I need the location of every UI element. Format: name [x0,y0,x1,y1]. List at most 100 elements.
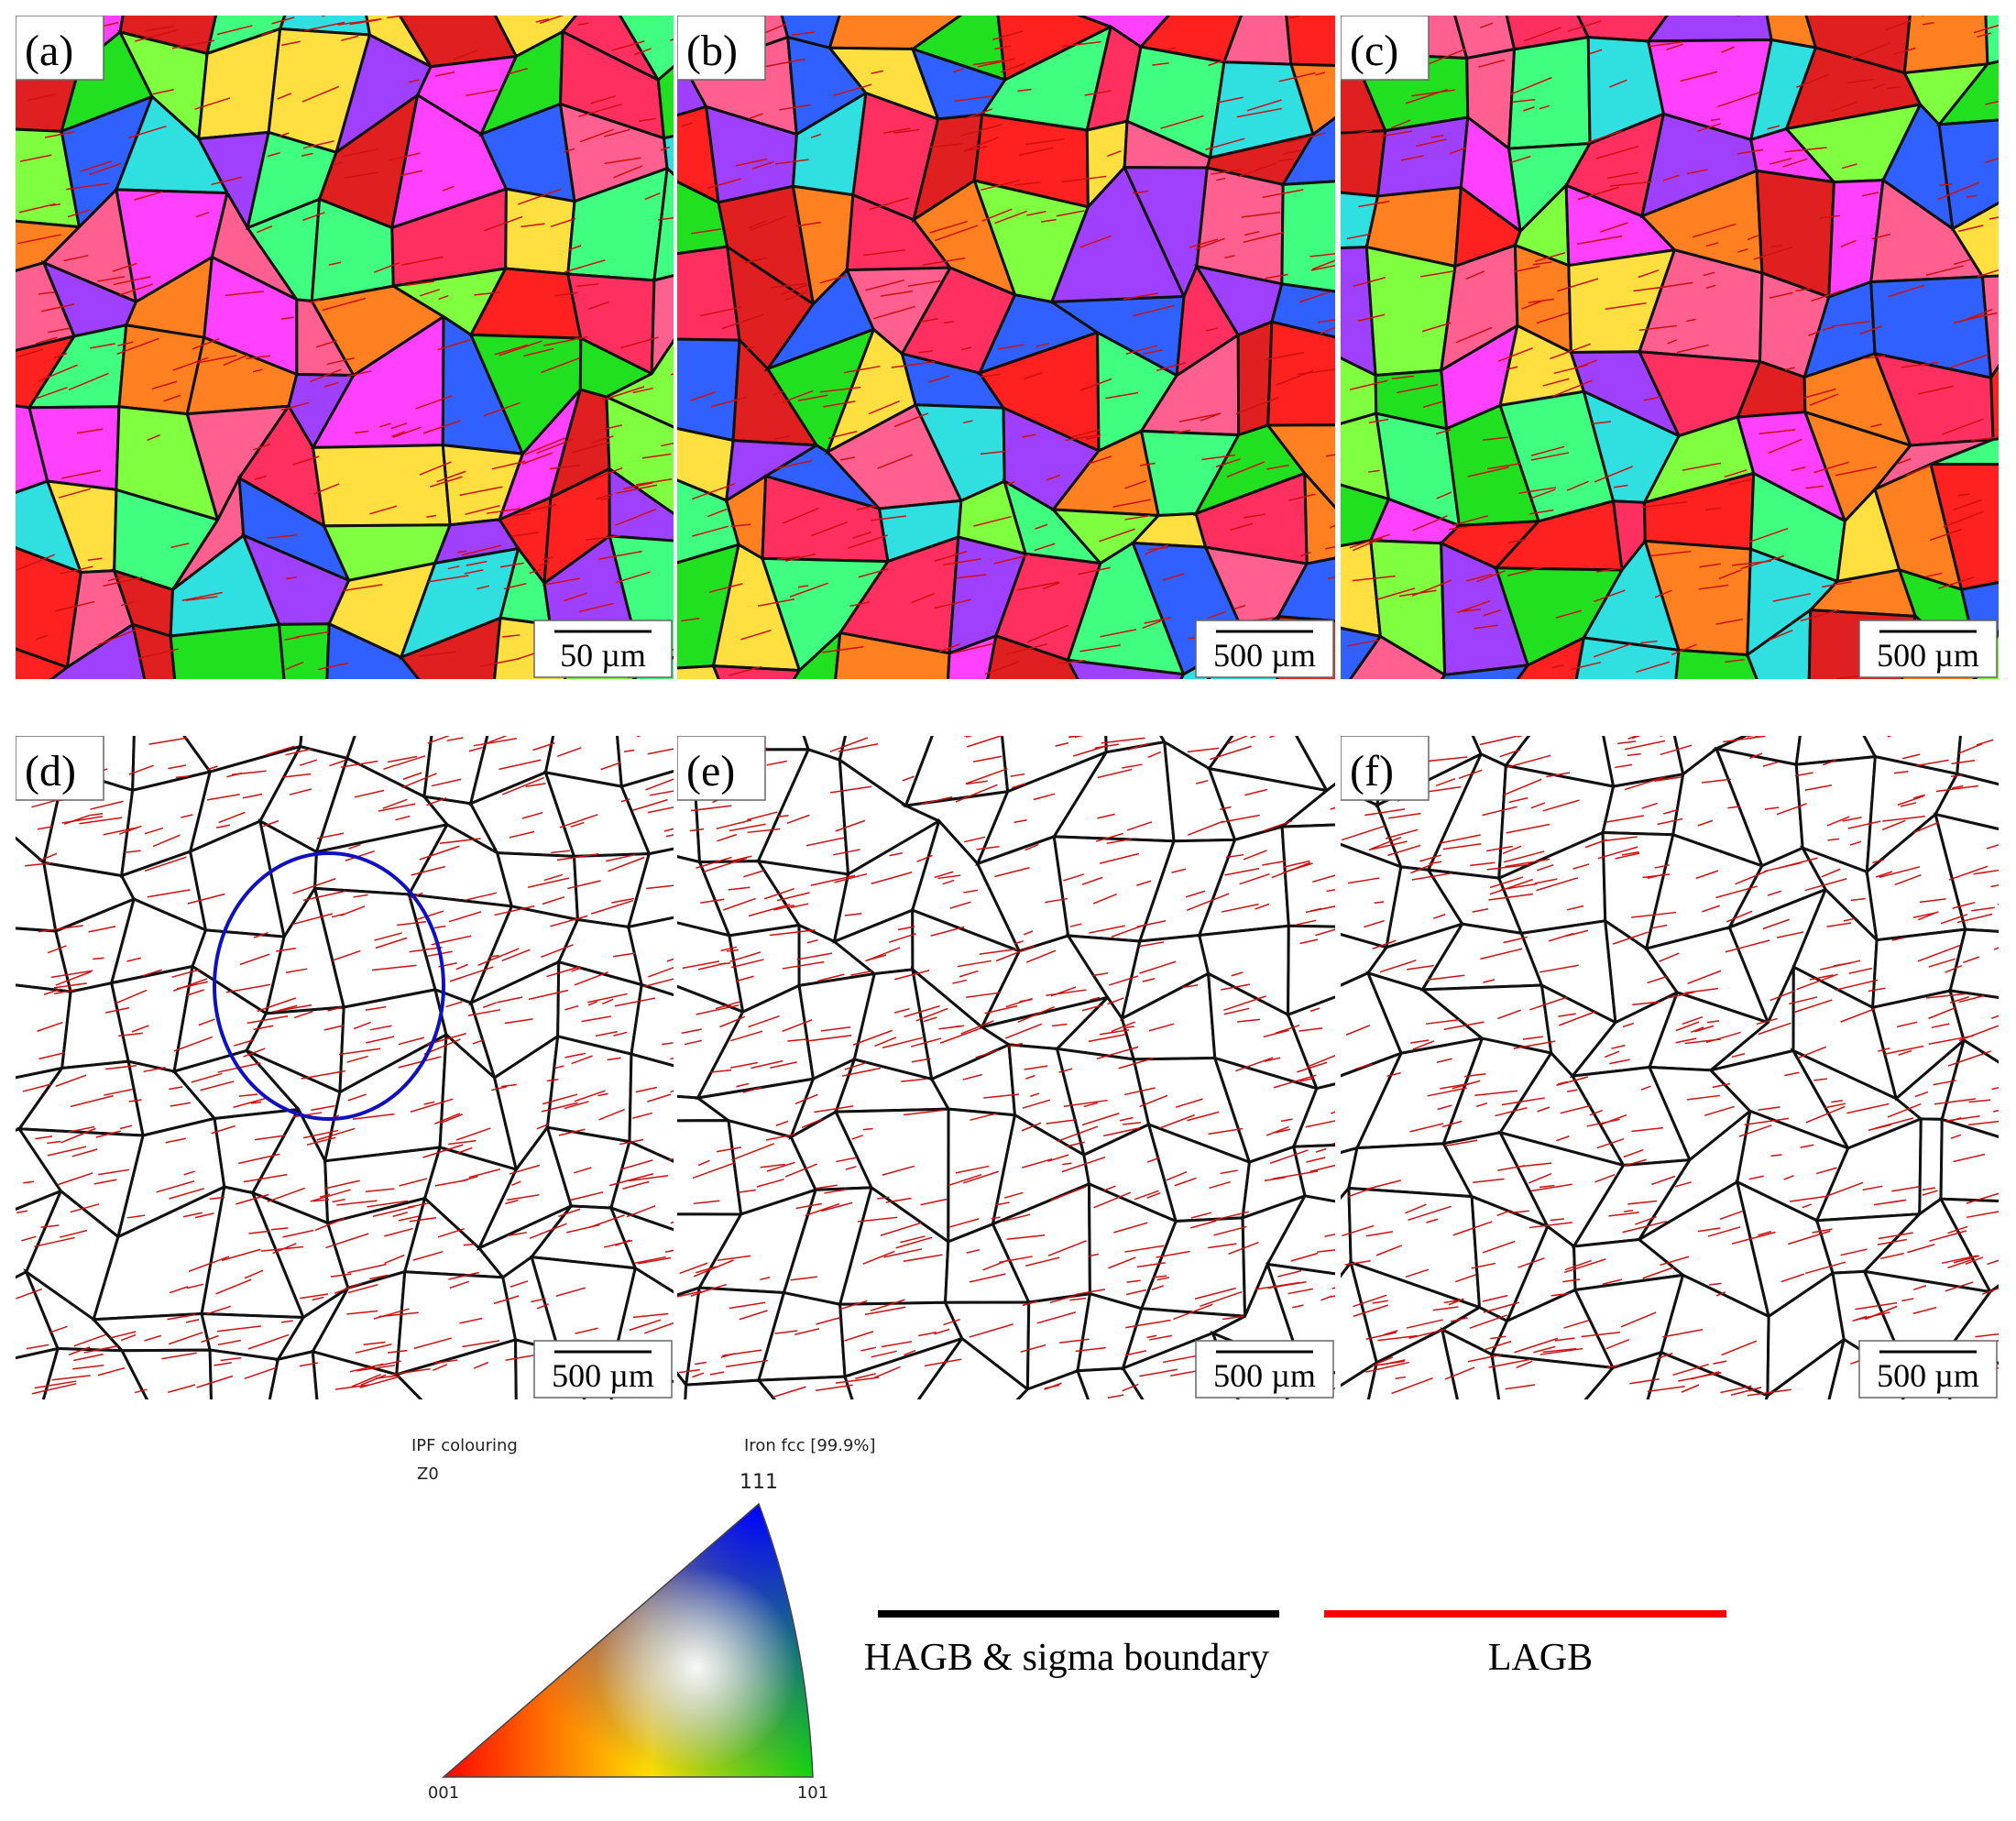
lagb-trace [391,1367,431,1376]
lagb-trace [546,1079,559,1082]
lagb-trace [959,970,979,978]
lagb-trace [546,965,581,978]
lagb-trace [1126,821,1153,831]
lagb-trace [1329,524,1335,529]
lagb-trace [1681,1384,1700,1393]
lagb-trace [1181,984,1199,989]
lagb-trace [1536,312,1569,324]
lagb-trace [1503,778,1542,796]
lagb-trace [1442,842,1482,850]
lagb-trace [795,1202,822,1210]
lagb-trace [1859,325,1882,335]
lagb-trace [1426,1018,1461,1025]
lagb-trace [1068,736,1077,739]
lagb-trace [1649,550,1692,557]
scale-box [1858,1340,1998,1399]
lagb-trace [963,137,1000,152]
lagb-trace [73,1353,104,1362]
lagb-trace [1804,784,1833,791]
lagb-trace [483,401,520,417]
lagb-trace [1022,433,1036,438]
lagb-trace [963,420,973,424]
lagb-trace [1791,466,1806,472]
grain [986,633,1079,679]
lagb-trace [1123,292,1158,301]
lagb-trace [236,1193,269,1205]
lagb-trace [1914,1091,1929,1098]
lagb-trace [604,157,641,165]
lagb-trace [1097,813,1115,819]
grain [1287,924,1335,1017]
lagb-trace [1821,581,1852,588]
lagb-trace [692,1372,705,1378]
lagb-trace [613,165,643,179]
lagb-trace [1788,996,1818,1005]
lagb-trace [87,557,103,562]
lagb-trace [1059,1338,1090,1344]
lagb-trace [523,347,554,357]
lagb-trace [499,562,524,568]
lagb-trace [479,657,520,667]
lagb-trace [508,68,528,75]
lagb-trace [601,386,645,401]
lagb-trace [1654,863,1670,869]
lagb-trace [1690,1371,1720,1380]
lagb-trace [895,1236,933,1249]
lagb-trace [1391,375,1415,379]
lagb-trace [70,1094,114,1108]
lagb-trace [1797,1046,1827,1059]
lagb-trace [420,289,441,297]
lagb-trace [295,631,329,638]
lagb-trace [286,576,297,580]
lagb-trace [379,422,391,428]
lagb-trace [981,373,1001,378]
grain [1948,927,1999,999]
lagb-trace [1611,1044,1626,1049]
lagb-trace [549,465,581,470]
lagb-trace [903,1109,945,1116]
lagb-trace [1275,1128,1291,1134]
lagb-trace [1262,860,1287,866]
lagb-trace [1507,566,1543,576]
lagb-trace [1187,820,1224,836]
lagb-trace [1577,235,1623,245]
lagb-trace [699,306,742,317]
lagb-trace [541,1102,578,1113]
lagb-trace [916,854,933,862]
lagb-trace [1790,1195,1828,1202]
lagb-trace [811,521,849,537]
lagb-trace [766,1161,795,1172]
lagb-trace [93,1179,117,1185]
lagb-trace [317,832,345,839]
lagb-trace [80,160,112,172]
grain [627,916,674,997]
lagb-trace [1535,252,1566,262]
grain [1015,1368,1090,1399]
lagb-trace [1922,1187,1936,1191]
lagb-trace [1208,1127,1244,1135]
lagb-trace [83,1344,118,1354]
lagb-trace [433,1359,458,1365]
lagb-trace [670,373,674,376]
lagb-trace [1220,1169,1238,1175]
lagb-trace [462,1340,500,1348]
lagb-trace [1800,609,1839,622]
lagb-trace [1134,1190,1159,1201]
lagb-trace [1211,169,1243,175]
lagb-trace [1934,1098,1977,1105]
lagb-trace [1884,1045,1924,1055]
lagb-trace [1563,1319,1590,1329]
lagb-trace [614,997,656,1007]
lagb-trace [220,1356,242,1362]
lagb-trace [347,1093,367,1102]
lagb-trace [922,257,966,266]
lagb-trace [608,856,645,872]
lagb-trace [267,534,298,539]
lagb-trace [1507,539,1526,543]
lagb-trace [1945,964,1963,973]
lagb-trace [1490,1335,1507,1340]
lagb-trace [1265,464,1289,470]
lagb-trace [1705,284,1716,290]
lagb-trace [1627,736,1638,740]
panel-label: (d) [25,747,76,795]
